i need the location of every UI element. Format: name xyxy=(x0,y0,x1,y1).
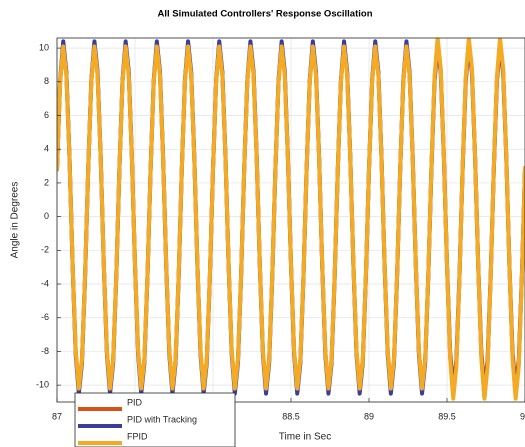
x-tick-label: 87 xyxy=(52,411,62,421)
y-tick-label: -2 xyxy=(41,245,49,255)
chart-title: All Simulated Controllers' Response Osci… xyxy=(158,9,373,20)
x-axis-label: Time in Sec xyxy=(279,432,331,443)
y-tick-label: 2 xyxy=(44,177,49,187)
y-tick-label: 10 xyxy=(39,42,49,52)
y-tick-label: 8 xyxy=(44,76,49,86)
series-lines xyxy=(57,38,525,401)
y-tick-label: -6 xyxy=(41,312,49,322)
x-tick-label: 89 xyxy=(364,411,374,421)
legend-label: FPID xyxy=(127,431,148,441)
legend-label: PID with Tracking xyxy=(127,414,197,424)
y-tick-label: -10 xyxy=(36,380,49,390)
y-axis-label: Angle in Degrees xyxy=(10,182,21,259)
y-tick-label: 4 xyxy=(44,144,49,154)
x-tick-label: 89.5 xyxy=(438,411,456,421)
y-tick-label: 0 xyxy=(44,211,49,221)
x-tick-label: 90 xyxy=(520,411,525,421)
legend-label: PID xyxy=(127,397,143,407)
series-line xyxy=(57,38,525,401)
y-tick-label: 6 xyxy=(44,110,49,120)
legend: PID PID with Tracking FPID xyxy=(74,392,236,447)
legend-box xyxy=(74,392,236,447)
y-tick-label: -8 xyxy=(41,346,49,356)
y-tick-label: -4 xyxy=(41,278,49,288)
x-tick-label: 88.5 xyxy=(282,411,300,421)
